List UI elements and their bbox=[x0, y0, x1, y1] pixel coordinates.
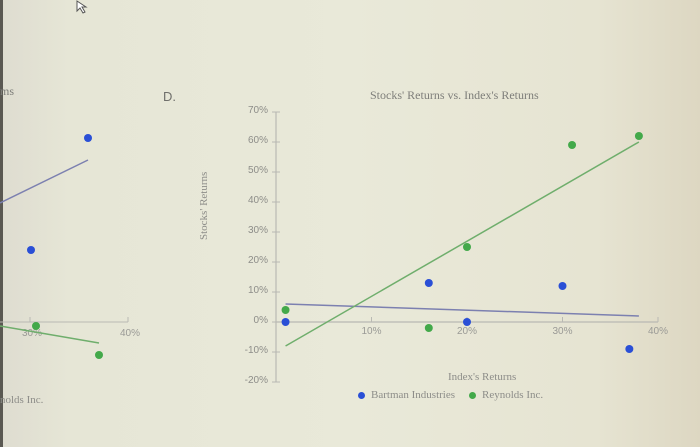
window-edge bbox=[0, 0, 3, 447]
left-chart-title-fragment: ms bbox=[0, 84, 15, 98]
y-tick-label: -20% bbox=[244, 375, 268, 386]
chart-title: Stocks' Returns vs. Index's Returns bbox=[370, 88, 539, 102]
left-chart-legend-fragment: nolds Inc. bbox=[0, 394, 44, 406]
y-tick-label: 20% bbox=[247, 255, 268, 266]
chart-legend: Bartman Industries Reynolds Inc. bbox=[358, 389, 557, 401]
trendline bbox=[285, 303, 639, 317]
data-point[interactable] bbox=[281, 306, 290, 314]
legend-label: Reynolds Inc. bbox=[482, 389, 544, 401]
mouse-cursor-icon bbox=[76, 0, 88, 14]
data-point[interactable] bbox=[463, 243, 471, 251]
legend-label: Bartman Industries bbox=[371, 389, 456, 401]
data-point[interactable] bbox=[424, 279, 433, 287]
left-chart-x-tick-30: 30% bbox=[22, 328, 43, 339]
x-tick-label: 20% bbox=[457, 326, 478, 337]
y-tick-label: 30% bbox=[247, 225, 268, 236]
bartman-dot-icon bbox=[358, 391, 365, 399]
data-point[interactable] bbox=[625, 345, 634, 353]
reynolds-dot-icon bbox=[469, 391, 477, 399]
data-point[interactable] bbox=[558, 282, 567, 290]
main-plot bbox=[272, 111, 659, 383]
y-axis-label: Stocks' Returns bbox=[198, 171, 210, 240]
x-tick-label: 10% bbox=[361, 326, 382, 337]
data-point[interactable] bbox=[634, 132, 643, 140]
x-axis-label: Index's Returns bbox=[448, 371, 517, 383]
y-tick-label: 70% bbox=[247, 105, 268, 116]
y-tick-label: 10% bbox=[247, 285, 268, 296]
y-tick-label: -10% bbox=[244, 345, 268, 356]
left-chart-x-tick-40: 40% bbox=[120, 328, 141, 339]
left-chart-fragment bbox=[0, 134, 129, 359]
legend-item-reynolds[interactable]: Reynolds Inc. bbox=[469, 389, 543, 401]
data-point[interactable] bbox=[568, 141, 577, 149]
legend-item-bartman[interactable]: Bartman Industries bbox=[358, 389, 455, 401]
option-label[interactable]: D. bbox=[163, 89, 176, 104]
x-tick-label: 30% bbox=[552, 326, 573, 337]
x-tick-label: 40% bbox=[648, 326, 669, 337]
y-tick-label: 60% bbox=[247, 135, 268, 146]
y-tick-label: 40% bbox=[247, 195, 268, 206]
data-point[interactable] bbox=[281, 318, 290, 326]
y-tick-label: 50% bbox=[247, 165, 268, 176]
y-tick-label: 0% bbox=[253, 315, 268, 326]
data-point[interactable] bbox=[463, 318, 471, 326]
data-point[interactable] bbox=[424, 324, 433, 332]
trendline bbox=[285, 141, 640, 347]
